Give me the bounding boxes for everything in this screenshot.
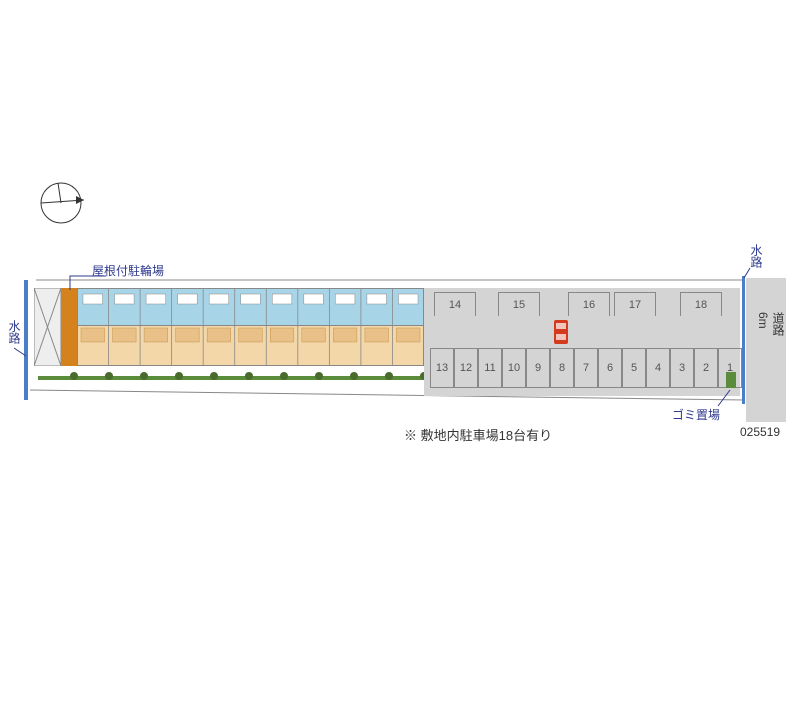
car-icon <box>554 320 568 344</box>
leader-water-left <box>12 346 30 358</box>
tree-icon <box>105 372 113 380</box>
tree-icon <box>315 372 323 380</box>
water-left-label: 水路 <box>6 320 23 344</box>
parking-space: 9 <box>526 348 550 388</box>
leader-water-right <box>740 266 752 280</box>
site-plan: 1415161718 13121110987654321 屋根付駐輪場 水路 水… <box>0 0 800 727</box>
leader-bike <box>68 274 108 292</box>
parking-space: 12 <box>454 348 478 388</box>
tree-icon <box>70 372 78 380</box>
green-strip <box>38 376 424 380</box>
parking-space: 13 <box>430 348 454 388</box>
road <box>746 278 786 422</box>
tree-icon <box>280 372 288 380</box>
parking-space: 10 <box>502 348 526 388</box>
parking-space: 4 <box>646 348 670 388</box>
unit-dividers <box>77 288 424 366</box>
bike-parking-roof <box>61 288 77 366</box>
water-right-label: 水路 <box>748 244 765 268</box>
tree-icon <box>350 372 358 380</box>
compass-icon <box>36 178 86 228</box>
tree-icon <box>245 372 253 380</box>
tree-icon <box>140 372 148 380</box>
tree-icon <box>385 372 393 380</box>
parking-space: 18 <box>680 292 722 316</box>
parking-space: 16 <box>568 292 610 316</box>
hatched-area <box>34 288 61 366</box>
garbage-spot <box>726 372 736 388</box>
parking-space: 11 <box>478 348 502 388</box>
parking-space: 17 <box>614 292 656 316</box>
tree-icon <box>175 372 183 380</box>
parking-note: ※ 敷地内駐車場18台有り <box>404 425 552 444</box>
ref-number: 025519 <box>740 425 780 439</box>
parking-space: 2 <box>694 348 718 388</box>
road-label: 道路 6m <box>756 312 787 336</box>
parking-space: 6 <box>598 348 622 388</box>
parking-space: 8 <box>550 348 574 388</box>
parking-space: 7 <box>574 348 598 388</box>
leader-garbage <box>716 388 734 408</box>
garbage-label: ゴミ置場 <box>672 406 720 423</box>
tree-icon <box>210 372 218 380</box>
waterway-right <box>742 276 745 404</box>
parking-space: 3 <box>670 348 694 388</box>
parking-space: 14 <box>434 292 476 316</box>
parking-space: 15 <box>498 292 540 316</box>
parking-space: 5 <box>622 348 646 388</box>
